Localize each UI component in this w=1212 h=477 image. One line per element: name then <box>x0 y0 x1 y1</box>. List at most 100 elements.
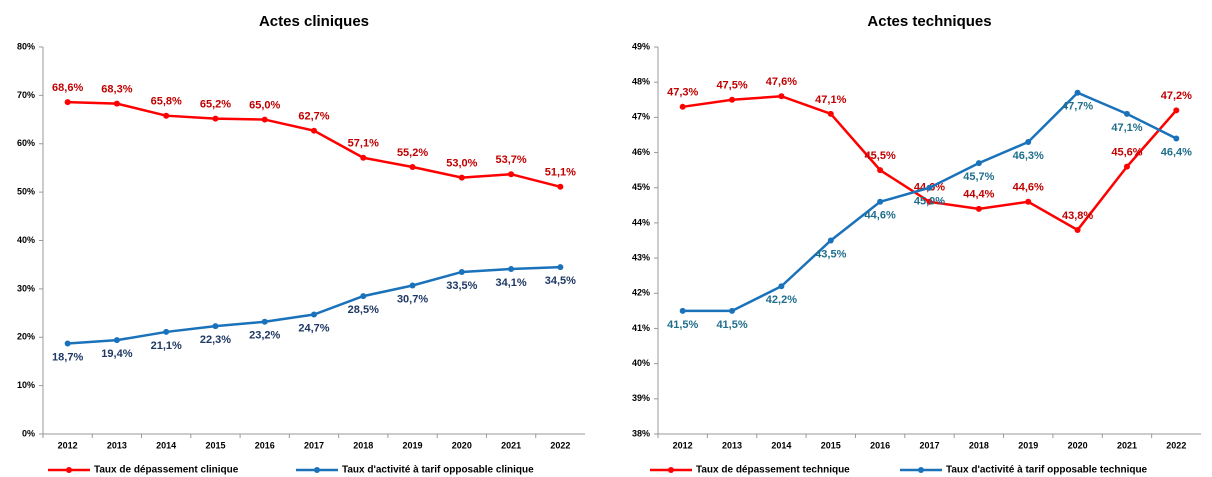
value-label: 53,0% <box>446 158 477 170</box>
x-tick-label: 2012 <box>673 440 693 450</box>
point <box>311 127 317 134</box>
value-label: 53,7% <box>495 154 526 166</box>
point <box>778 283 785 290</box>
x-tick-label: 2014 <box>771 440 791 450</box>
value-label: 43,5% <box>815 248 846 260</box>
y-tick-label: 40% <box>17 235 35 245</box>
point <box>557 264 564 271</box>
x-tick-label: 2018 <box>353 440 373 450</box>
value-label: 30,7% <box>397 293 428 305</box>
point <box>1173 107 1180 114</box>
y-tick-label: 41% <box>632 323 650 333</box>
point <box>778 93 785 100</box>
point <box>311 311 317 318</box>
y-tick-label: 30% <box>17 283 35 293</box>
point <box>360 154 367 161</box>
value-label: 65,8% <box>151 96 182 108</box>
value-label: 47,2% <box>1161 90 1192 102</box>
legend-marker <box>918 467 924 473</box>
y-tick-label: 42% <box>632 288 650 298</box>
value-label: 18,7% <box>52 351 83 363</box>
legend-marker <box>66 467 72 473</box>
value-label: 47,1% <box>1111 122 1142 134</box>
value-label: 34,1% <box>495 277 526 289</box>
value-label: 45,0% <box>914 196 945 208</box>
value-label: 47,5% <box>716 80 747 92</box>
x-tick-label: 2019 <box>403 440 423 450</box>
y-tick-label: 39% <box>632 393 650 403</box>
y-tick-label: 70% <box>17 90 35 100</box>
x-tick-label: 2021 <box>501 440 521 450</box>
point <box>458 268 465 275</box>
x-tick-label: 2016 <box>255 440 275 450</box>
x-tick-label: 2014 <box>156 440 176 450</box>
point <box>508 266 515 273</box>
value-label: 47,7% <box>1062 101 1093 113</box>
point <box>360 293 367 300</box>
y-tick-label: 47% <box>632 112 650 122</box>
value-label: 22,3% <box>200 334 231 346</box>
point <box>557 183 564 190</box>
value-label: 45,5% <box>865 150 896 162</box>
y-tick-label: 0% <box>22 428 35 438</box>
y-tick-label: 10% <box>17 380 35 390</box>
chart-title: Actes cliniques <box>259 13 369 30</box>
x-tick-label: 2013 <box>107 440 127 450</box>
series-line <box>682 94 1178 232</box>
value-label: 62,7% <box>298 111 329 123</box>
value-label: 43,8% <box>1062 210 1093 222</box>
point <box>212 115 219 122</box>
x-tick-label: 2020 <box>1068 440 1088 450</box>
point <box>926 198 933 205</box>
x-tick-label: 2012 <box>58 440 78 450</box>
y-tick-label: 40% <box>632 358 650 368</box>
point <box>409 282 416 289</box>
x-tick-label: 2015 <box>205 440 225 450</box>
point <box>409 163 416 170</box>
x-tick-label: 2022 <box>550 440 570 450</box>
point <box>64 99 71 106</box>
point <box>1123 163 1130 170</box>
point <box>877 198 884 205</box>
value-label: 23,2% <box>249 330 280 342</box>
legend-marker <box>314 467 320 473</box>
point <box>458 174 465 181</box>
point <box>1025 138 1032 145</box>
value-label: 21,1% <box>151 340 182 352</box>
value-label: 46,3% <box>1013 150 1044 162</box>
point <box>679 307 686 314</box>
value-label: 47,3% <box>667 87 698 99</box>
value-label: 28,5% <box>348 304 379 316</box>
value-label: 34,5% <box>545 275 576 287</box>
chart-title: Actes techniques <box>867 13 991 30</box>
y-tick-label: 45% <box>632 182 650 192</box>
value-label: 33,5% <box>446 280 477 292</box>
x-tick-label: 2020 <box>452 440 472 450</box>
point <box>729 96 736 103</box>
value-label: 47,6% <box>766 76 797 88</box>
value-label: 65,0% <box>249 99 280 111</box>
y-tick-label: 20% <box>17 332 35 342</box>
value-label: 45,7% <box>963 171 994 183</box>
point <box>64 340 71 347</box>
point <box>1123 110 1130 117</box>
value-label: 44,6% <box>865 210 896 222</box>
x-tick-label: 2013 <box>722 440 742 450</box>
point <box>827 237 834 244</box>
value-label: 47,1% <box>815 94 846 106</box>
value-label: 65,2% <box>200 99 231 111</box>
x-tick-label: 2021 <box>1117 440 1137 450</box>
value-label: 55,2% <box>397 147 428 159</box>
x-tick-label: 2017 <box>304 440 324 450</box>
point <box>975 205 982 212</box>
x-tick-label: 2019 <box>1018 440 1038 450</box>
value-label: 44,4% <box>963 189 994 201</box>
value-label: 51,1% <box>545 167 576 179</box>
y-tick-label: 43% <box>632 252 650 262</box>
point <box>113 100 120 107</box>
point <box>1173 135 1180 142</box>
point <box>163 328 170 335</box>
y-tick-label: 48% <box>632 77 650 87</box>
value-label: 57,1% <box>348 138 379 150</box>
